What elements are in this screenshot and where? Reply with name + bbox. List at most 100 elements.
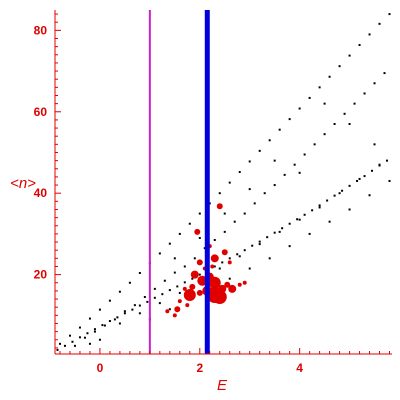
scatter-point-s2-34: [158, 302, 161, 305]
scatter-point-s2-18: [253, 202, 256, 205]
scatter-point-s0-14: [161, 293, 164, 296]
scatter-point-s2-51: [368, 194, 371, 197]
scatter-point-s0-36: [326, 199, 329, 202]
scatter-point-s2-23: [303, 153, 306, 156]
scatter-point-s1-18: [238, 171, 241, 174]
scatter-point-s0-0: [56, 348, 59, 351]
scatter-point-s3-7: [190, 270, 199, 279]
scatter-point-s1-14: [198, 212, 201, 215]
scatter-point-s2-67: [173, 257, 176, 260]
scatter-point-s0-16: [176, 285, 179, 288]
y-tick-label: 80: [34, 23, 48, 37]
scatter-point-s2-49: [328, 220, 331, 223]
scatter-point-s2-50: [348, 208, 351, 211]
scatter-point-s0-37: [333, 194, 336, 197]
scatter-point-s1-24: [298, 107, 301, 110]
scatter-point-s1-6: [118, 290, 121, 293]
y-tick-label: 40: [34, 186, 48, 200]
scatter-point-s3-14: [228, 284, 237, 293]
scatter-point-s2-53: [228, 277, 231, 280]
scatter-point-s2-28: [353, 102, 356, 105]
scatter-point-s0-27: [258, 240, 261, 243]
scatter-point-s2-54: [248, 267, 251, 270]
scatter-point-s2-56: [168, 308, 171, 311]
scatter-point-s0-32: [296, 218, 299, 221]
scatter-point-s1-31: [368, 33, 371, 36]
scatter-point-s2-24: [313, 143, 316, 146]
scatter-point-s2-16: [233, 220, 236, 223]
scatter-point-s1-5: [108, 299, 111, 302]
vertical-lines: [148, 10, 210, 354]
scatter-point-s0-8: [116, 316, 119, 319]
scatter-point-s3-24: [185, 303, 190, 308]
scatter-point-s2-44: [358, 177, 361, 180]
scatter-point-s2-39: [258, 243, 261, 246]
scatter-point-s2-31: [383, 72, 386, 75]
y-axis-title: <n>: [10, 175, 36, 192]
scatter-point-s0-42: [371, 169, 374, 172]
scatter-point-s2-19: [263, 192, 266, 195]
scatter-point-s2-1: [83, 336, 86, 339]
scatter-point-s2-45: [378, 163, 381, 166]
scatter-point-s1-20: [258, 149, 261, 152]
scatter-point-s3-1: [216, 203, 223, 210]
scatter-point-s1-1: [68, 334, 71, 337]
scatter-point-s2-37: [218, 267, 221, 270]
scatter-point-s0-23: [228, 257, 231, 260]
scatter-point-s0-25: [243, 249, 246, 252]
scatter-point-s1-0: [58, 342, 61, 345]
scatter-point-s1-10: [158, 252, 161, 255]
scatter-point-s2-17: [243, 212, 246, 215]
scatter-point-s1-29: [348, 54, 351, 57]
scatter-point-s1-11: [168, 242, 171, 245]
scatter-point-s2-43: [338, 192, 341, 195]
scatter-point-s1-27: [328, 75, 331, 78]
scatter-point-s2-2: [93, 330, 96, 333]
axes: [54, 10, 392, 355]
scatter-point-s0-3: [78, 336, 81, 339]
scatter-point-s0-44: [386, 159, 389, 162]
scatter-point-s1-17: [228, 181, 231, 184]
scatter-point-s1-25: [308, 96, 311, 99]
scatter-point-s2-33: [138, 312, 141, 315]
scatter-point-s0-33: [303, 213, 306, 216]
x-tick-label: 4: [296, 361, 303, 375]
scatter-point-s1-8: [138, 271, 141, 274]
scatter-point-s0-34: [311, 209, 314, 212]
scatter-point-s1-2: [78, 326, 81, 329]
scatter-point-s2-65: [223, 212, 226, 215]
scatter-point-s2-58: [88, 342, 91, 345]
scatter-point-s3-11: [224, 281, 231, 288]
scatter-point-s2-61: [373, 143, 376, 146]
scatter-point-s2-27: [343, 112, 346, 115]
scatter-point-s2-14: [213, 239, 216, 242]
scatter-point-s2-7: [143, 296, 146, 299]
scatter-point-s1-19: [248, 160, 251, 163]
scatter-point-s0-40: [356, 179, 359, 182]
scatter-point-s3-12: [189, 283, 196, 290]
scatter-point-s3-27: [182, 286, 187, 291]
scatter-point-s3-19: [212, 290, 227, 305]
scatter-point-s2-5: [123, 310, 126, 313]
scatter-point-s1-16: [218, 192, 221, 195]
scatter-point-s0-5: [93, 328, 96, 331]
scatter-point-s0-21: [213, 265, 216, 268]
scatter-point-s3-21: [174, 306, 181, 313]
scatter-point-s0-22: [221, 261, 224, 264]
scatter-point-s0-38: [341, 189, 344, 192]
scatter-point-s0-24: [236, 253, 239, 256]
scatter-point-s2-52: [388, 179, 391, 182]
scatter-point-s2-15: [223, 230, 226, 233]
scatter-point-s3-16: [196, 289, 203, 296]
scatter-point-s2-57: [98, 338, 101, 341]
scatter-point-s3-20: [177, 299, 182, 304]
y-tick-label: 60: [34, 105, 48, 119]
scatter-point-s0-18: [191, 277, 194, 280]
scatter-point-s2-46: [268, 257, 271, 260]
scatter-point-s2-26: [333, 122, 336, 125]
scatter-point-s2-48: [308, 232, 311, 235]
scatter-point-s3-25: [237, 282, 242, 287]
scatter-point-s2-4: [113, 318, 116, 321]
scatter-point-s3-28: [210, 264, 215, 269]
